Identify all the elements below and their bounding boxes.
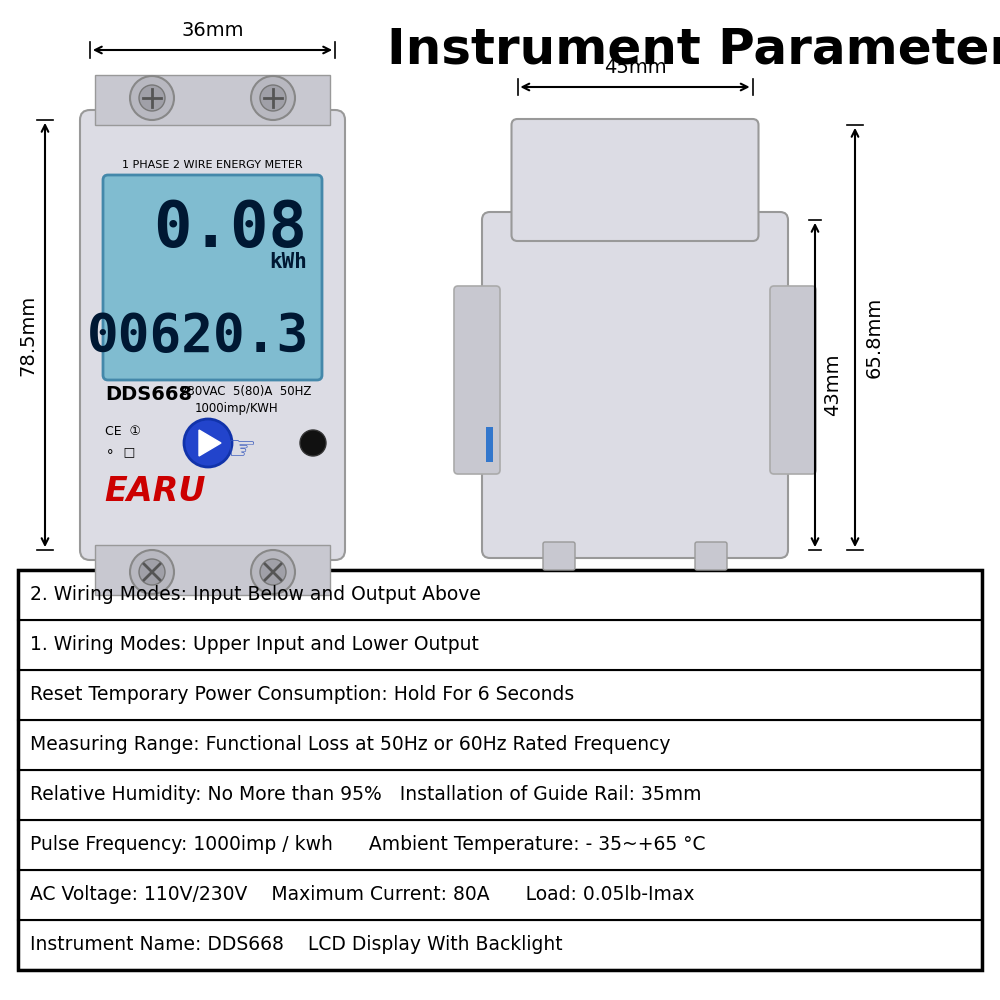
Text: 1. Wiring Modes: Upper Input and Lower Output: 1. Wiring Modes: Upper Input and Lower O… [30,636,479,654]
Text: 1 PHASE 2 WIRE ENERGY METER: 1 PHASE 2 WIRE ENERGY METER [122,160,303,170]
Text: Instrument Parameters: Instrument Parameters [387,25,1000,73]
Bar [95,545,330,595]
Text: 45mm: 45mm [604,58,666,77]
Text: CE  ①: CE ① [105,425,141,438]
Text: Instrument Name: DDS668    LCD Display With Backlight: Instrument Name: DDS668 LCD Display With… [30,936,563,954]
FancyBboxPatch shape [482,212,788,558]
Text: kWh: kWh [269,252,307,272]
Circle shape [251,76,295,120]
Text: 65.8mm: 65.8mm [865,297,884,378]
Text: Pulse Frequency: 1000imp / kwh      Ambient Temperature: - 35~+65 °C: Pulse Frequency: 1000imp / kwh Ambient T… [30,836,706,854]
Bar [95,75,330,125]
Bar [18,570,982,970]
Text: 2. Wiring Modes: Input Below and Output Above: 2. Wiring Modes: Input Below and Output … [30,585,481,604]
Bar [18,920,982,970]
Text: ☞: ☞ [226,433,256,466]
Circle shape [300,430,326,456]
Text: EARU: EARU [104,475,206,508]
FancyBboxPatch shape [512,119,759,241]
Circle shape [260,559,286,585]
Text: Reset Temporary Power Consumption: Hold For 6 Seconds: Reset Temporary Power Consumption: Hold … [30,686,574,704]
Text: ⚬  □: ⚬ □ [105,445,135,458]
FancyBboxPatch shape [80,110,345,560]
Circle shape [260,85,286,111]
Bar [18,870,982,920]
Text: Relative Humidity: No More than 95%   Installation of Guide Rail: 35mm: Relative Humidity: No More than 95% Inst… [30,786,702,804]
Circle shape [139,85,165,111]
Text: 00620.3: 00620.3 [87,311,309,363]
Bar [18,820,982,870]
Text: 36mm: 36mm [181,21,244,40]
Circle shape [130,550,174,594]
Text: 0.08: 0.08 [153,198,307,260]
Circle shape [184,419,232,467]
Text: 230VAC  5(80)A  50HZ: 230VAC 5(80)A 50HZ [180,385,311,398]
FancyBboxPatch shape [103,175,322,380]
Text: Measuring Range: Functional Loss at 50Hz or 60Hz Rated Frequency: Measuring Range: Functional Loss at 50Hz… [30,736,670,754]
Circle shape [130,76,174,120]
FancyBboxPatch shape [454,286,500,474]
Bar [18,720,982,770]
Text: DDS668: DDS668 [105,385,192,404]
Text: 1000imp/KWH: 1000imp/KWH [195,402,279,415]
Circle shape [139,559,165,585]
Text: 43mm: 43mm [823,354,842,416]
Bar [18,570,982,620]
Bar [486,427,493,462]
Bar [18,620,982,670]
FancyBboxPatch shape [695,542,727,570]
FancyBboxPatch shape [770,286,816,474]
Circle shape [251,550,295,594]
Bar [18,670,982,720]
FancyBboxPatch shape [543,542,575,570]
Text: AC Voltage: 110V/230V    Maximum Current: 80A      Load: 0.05lb-Imax: AC Voltage: 110V/230V Maximum Current: 8… [30,886,694,904]
Polygon shape [199,430,221,456]
Bar [18,770,982,820]
Text: 78.5mm: 78.5mm [18,294,37,376]
